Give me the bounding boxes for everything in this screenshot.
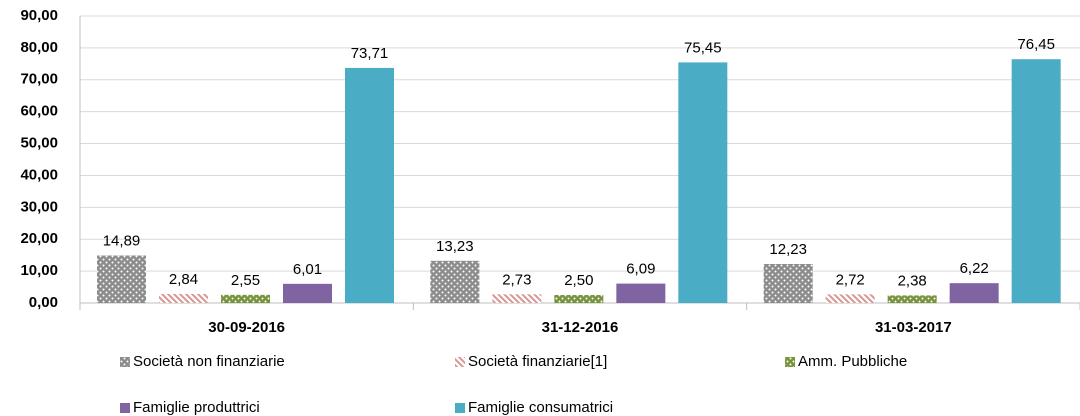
y-tick-label: 0,00: [29, 294, 58, 311]
y-tick-label: 90,00: [20, 7, 58, 24]
bar: [492, 294, 542, 303]
legend-swatch: [785, 357, 795, 367]
y-tick-label: 50,00: [20, 135, 58, 152]
y-tick-label: 70,00: [20, 71, 58, 88]
data-label: 2,73: [502, 271, 531, 288]
y-tick-label: 40,00: [20, 166, 58, 183]
data-label: 75,45: [684, 39, 722, 56]
data-label: 12,23: [769, 241, 807, 258]
legend-swatch: [120, 403, 130, 413]
legend-swatch: [120, 357, 130, 367]
legend-label: Società finanziarie[1]: [468, 353, 607, 370]
bar: [763, 263, 813, 303]
legend-label: Amm. Pubbliche: [798, 353, 907, 370]
bar: [430, 260, 480, 303]
data-label: 76,45: [1017, 36, 1055, 53]
bar: [345, 67, 394, 304]
x-tick-label: 31-12-2016: [542, 319, 619, 336]
legend-swatch: [455, 403, 465, 413]
bar: [887, 295, 937, 303]
data-label: 14,89: [103, 232, 141, 249]
y-tick-label: 30,00: [20, 198, 58, 215]
data-label: 6,09: [626, 261, 655, 278]
bar: [159, 293, 208, 303]
bar: [1011, 59, 1061, 304]
bar: [616, 283, 666, 303]
y-tick-label: 20,00: [20, 230, 58, 247]
data-label: 6,22: [960, 260, 989, 277]
bar: [949, 283, 999, 303]
data-label: 73,71: [351, 45, 389, 62]
data-label: 2,84: [169, 271, 198, 288]
y-tick-label: 60,00: [20, 103, 58, 120]
y-tick-label: 10,00: [20, 262, 58, 279]
legend-swatch: [455, 357, 465, 367]
data-label: 2,38: [898, 272, 927, 289]
data-label: 2,72: [836, 271, 865, 288]
legend-label: Famiglie produttrici: [133, 399, 260, 416]
bar: [554, 295, 604, 303]
bar: [825, 294, 875, 303]
y-tick-label: 80,00: [20, 39, 58, 56]
bar: [97, 255, 146, 303]
legend-label: Società non finanziarie: [133, 353, 285, 370]
bar: [221, 294, 270, 303]
data-label: 2,50: [564, 272, 593, 289]
bar: [678, 62, 728, 304]
x-tick-label: 31-03-2017: [875, 319, 952, 336]
data-label: 2,55: [231, 272, 260, 289]
data-label: 13,23: [436, 238, 474, 255]
data-label: 6,01: [293, 261, 322, 278]
bar: [283, 283, 332, 303]
x-tick-label: 30-09-2016: [208, 319, 285, 336]
legend-label: Famiglie consumatrici: [468, 399, 613, 416]
